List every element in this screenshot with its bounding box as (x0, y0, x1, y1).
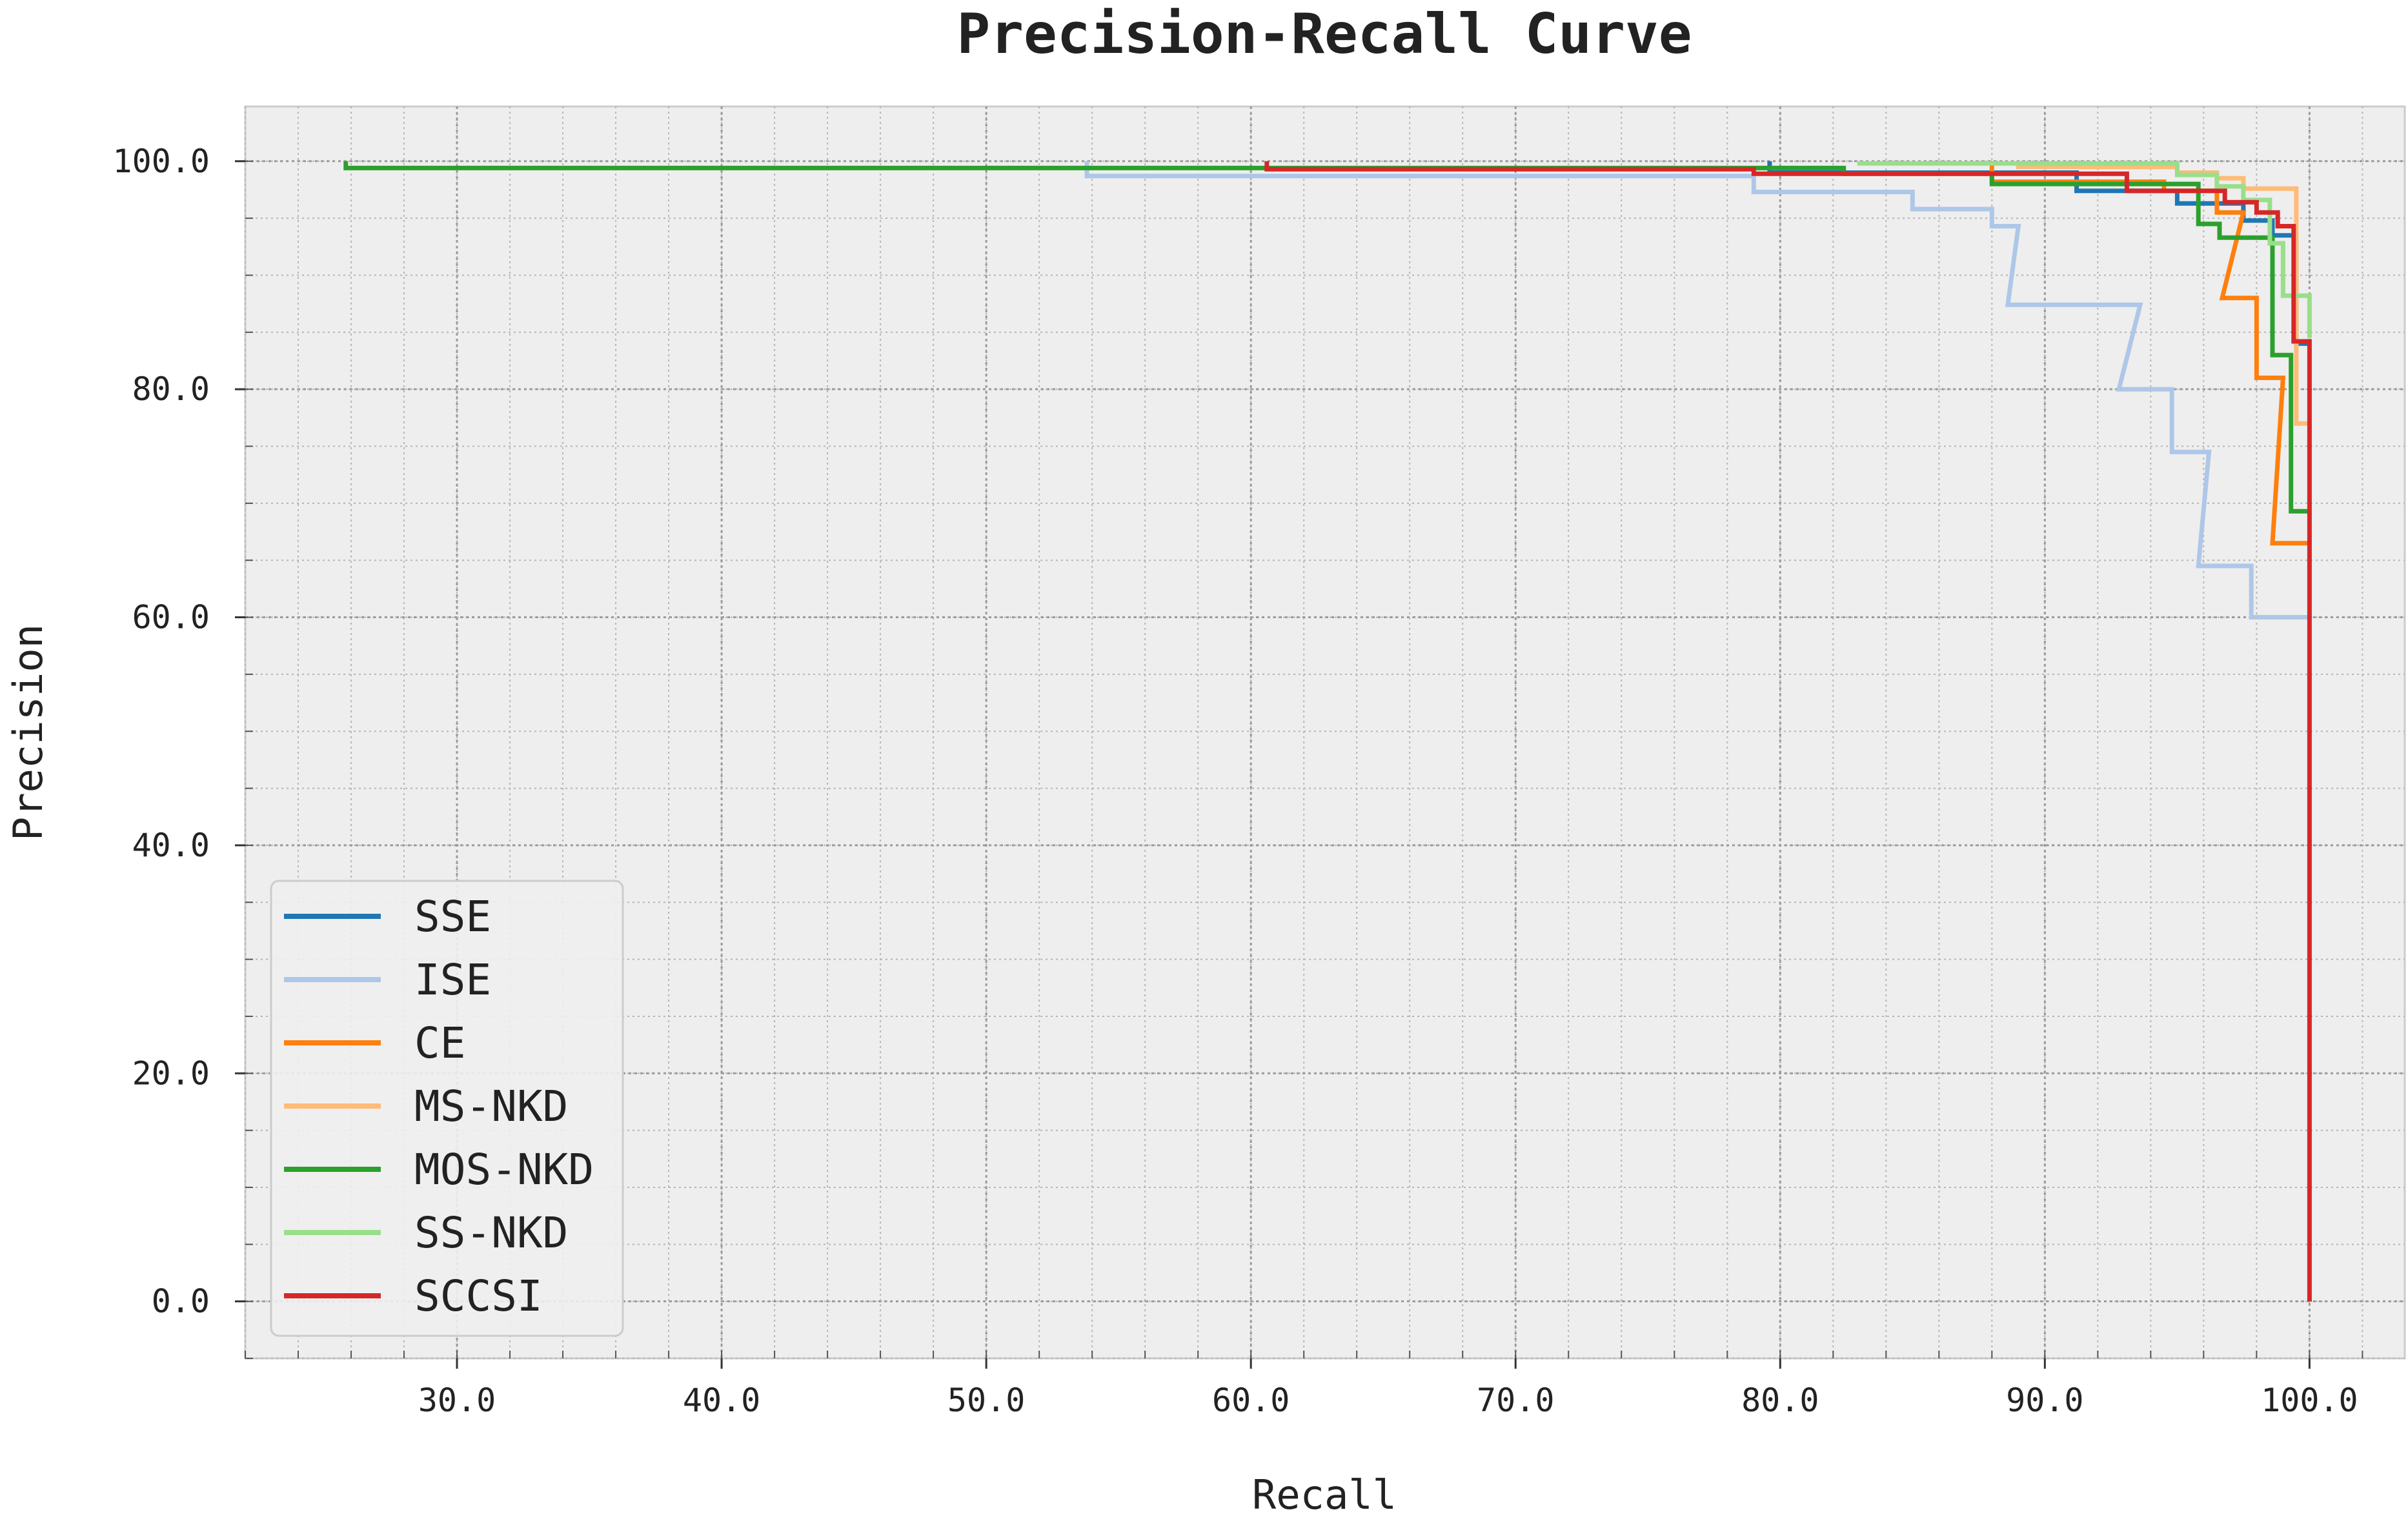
x-tick-label: 90.0 (2006, 1382, 2083, 1419)
legend-label-ms-nkd: MS-NKD (414, 1082, 568, 1131)
x-tick-label: 40.0 (683, 1382, 760, 1419)
y-tick-label: 20.0 (132, 1054, 210, 1092)
y-tick-label: 40.0 (132, 827, 210, 864)
y-tick-labels: 0.0 20.0 40.0 60.0 80.0 100.0 (112, 143, 210, 1320)
chart-title: Precision-Recall Curve (956, 2, 1692, 66)
legend-box (270, 880, 624, 1337)
legend-label-sccsi: SCCSI (414, 1271, 543, 1321)
y-tick-label: 0.0 (152, 1283, 210, 1320)
series-line-ise (1084, 161, 2310, 619)
series-line-ss-nkd (1857, 161, 2312, 338)
series-line-mos-nkd (343, 161, 2310, 514)
x-tick-labels: 30.0 40.0 50.0 60.0 70.0 80.0 90.0 100.0 (418, 1382, 2358, 1419)
x-tick-label: 60.0 (1212, 1382, 1290, 1419)
legend-items: SSE ISE CE MS-NKD MOS-NKD SS-NKD SCCSI (284, 892, 594, 1321)
legend-label-mos-nkd: MOS-NKD (414, 1145, 594, 1194)
y-axis-label: Precision (5, 624, 52, 841)
x-tick-label: 70.0 (1477, 1382, 1554, 1419)
legend-label-sse: SSE (414, 892, 491, 942)
axis-ticks (235, 160, 2363, 1369)
x-axis-label: Recall (1252, 1471, 1397, 1518)
x-tick-label: 30.0 (418, 1382, 496, 1419)
series-line-sccsi (1264, 161, 2312, 1302)
y-tick-label: 60.0 (132, 599, 210, 636)
legend-label-ce: CE (414, 1018, 465, 1068)
y-tick-label: 80.0 (132, 370, 210, 408)
series-lines (343, 161, 2312, 1302)
legend-label-ise: ISE (414, 955, 491, 1005)
legend-label-ss-nkd: SS-NKD (414, 1208, 568, 1258)
x-tick-label: 80.0 (1741, 1382, 1819, 1419)
x-tick-label: 50.0 (947, 1382, 1025, 1419)
legend: SSE ISE CE MS-NKD MOS-NKD SS-NKD SCCSI (270, 880, 624, 1337)
x-tick-label: 100.0 (2261, 1382, 2358, 1419)
y-tick-label: 100.0 (112, 143, 210, 180)
